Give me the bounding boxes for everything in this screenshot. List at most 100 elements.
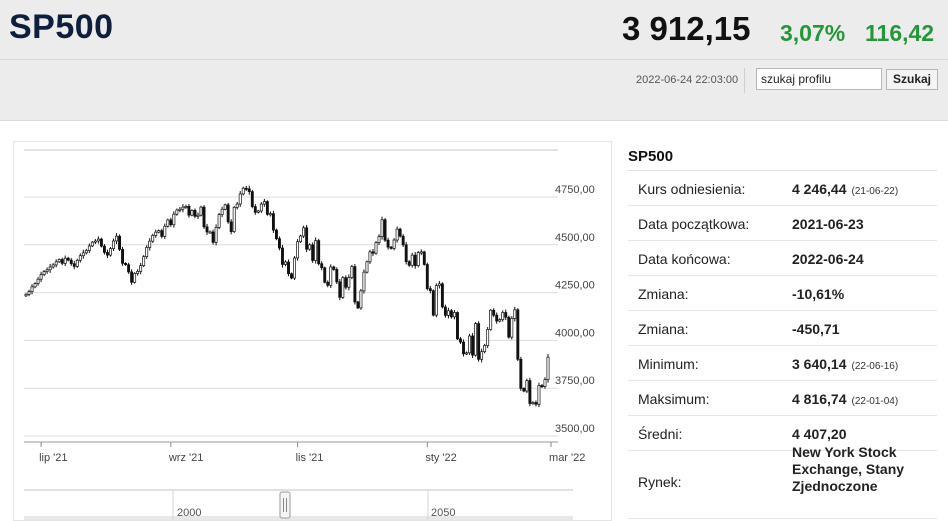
- navigator-track: [24, 516, 573, 520]
- candle-down: [534, 402, 538, 405]
- candle-down: [471, 335, 475, 356]
- candle-up: [93, 240, 97, 243]
- y-tick-label: 4250,00: [555, 280, 595, 292]
- candle-up: [256, 210, 260, 213]
- candle-up: [51, 264, 55, 268]
- candle-up: [293, 257, 296, 279]
- info-row-value: 3 640,14 (22-06-16): [792, 356, 899, 372]
- info-row-value: New York Stock Exchange, Stany Zjednoczo…: [792, 444, 905, 494]
- candle-down: [425, 264, 429, 289]
- candle-down: [118, 235, 121, 250]
- candle-down: [386, 239, 390, 248]
- candle-up: [341, 277, 345, 298]
- price-chart[interactable]: 4750,00 4500,00 4250,00 4000,00 3750,00 3500,…: [13, 141, 612, 521]
- candle-down: [326, 281, 330, 286]
- candle-up: [365, 261, 369, 273]
- candle-down: [456, 312, 459, 340]
- candle-up: [501, 312, 505, 320]
- candle-down: [287, 261, 290, 275]
- candle-up: [87, 245, 91, 251]
- candle-up: [142, 256, 146, 266]
- info-row: Rynek: New York Stock Exchange, Stany Zje…: [628, 444, 937, 519]
- candle-up: [45, 269, 49, 272]
- candle-up: [181, 206, 185, 210]
- candle-up: [395, 228, 399, 241]
- info-row-label: Zmiana:: [638, 286, 689, 302]
- candle-down: [492, 309, 496, 316]
- candle-up: [350, 266, 354, 278]
- candle-up: [232, 206, 236, 232]
- candle-up: [525, 380, 529, 392]
- candle-down: [66, 257, 70, 261]
- candle-down: [253, 206, 257, 213]
- candle-down: [320, 263, 324, 269]
- candle-down: [335, 269, 339, 283]
- candle-down: [519, 358, 523, 389]
- candle-down: [69, 259, 73, 265]
- candle-up: [262, 201, 266, 205]
- candle-up: [81, 252, 85, 257]
- candle-down: [106, 252, 109, 256]
- info-row: Maksimum: 4 816,74 (22-01-04): [628, 381, 937, 416]
- candle-up: [486, 329, 490, 346]
- candle-up: [178, 208, 182, 211]
- candle-down: [528, 380, 532, 404]
- candle-up: [223, 204, 227, 210]
- info-row-label: Data końcowa:: [638, 251, 731, 267]
- candlestick-chart-svg[interactable]: 4750,00 4500,00 4250,00 4000,00 3750,00 3500,…: [14, 142, 611, 520]
- candle-up: [308, 244, 312, 250]
- candle-down: [353, 266, 357, 303]
- candle-down: [290, 273, 293, 279]
- candle-up: [483, 345, 487, 353]
- candle-up: [42, 271, 46, 275]
- x-tick-label: mar '22: [549, 452, 585, 464]
- profile-search-input[interactable]: [756, 68, 882, 90]
- candle-up: [531, 402, 535, 405]
- y-tick-label: 4000,00: [555, 327, 595, 339]
- info-row-value: 2021-06-23: [792, 216, 864, 232]
- candle-up: [112, 240, 115, 249]
- search-button[interactable]: Szukaj: [886, 69, 938, 90]
- candle-down: [72, 263, 76, 267]
- candle-down: [332, 266, 336, 270]
- candle-up: [416, 252, 420, 266]
- candle-down: [127, 264, 131, 273]
- candle-up: [145, 247, 149, 258]
- candle-down: [250, 191, 254, 207]
- y-tick-label: 3750,00: [555, 375, 595, 387]
- candle-up: [377, 236, 381, 244]
- candle-down: [211, 231, 215, 243]
- candle-up: [214, 227, 218, 243]
- candle-up: [543, 379, 547, 387]
- info-row-date: (21-06-22): [851, 186, 899, 197]
- candle-up: [172, 213, 176, 226]
- candle-up: [217, 214, 221, 228]
- candle-up: [24, 293, 28, 297]
- candle-up: [268, 213, 272, 216]
- info-title: SP500: [628, 148, 674, 165]
- candle-down: [495, 314, 499, 322]
- candle-down: [265, 201, 269, 215]
- candle-up: [380, 219, 384, 237]
- candle-up: [190, 210, 194, 216]
- candle-down: [404, 244, 408, 262]
- navigator-handle[interactable]: [279, 491, 291, 519]
- x-tick-label: sty '22: [425, 452, 456, 464]
- candle-up: [175, 209, 179, 215]
- candle-up: [419, 251, 423, 254]
- candle-up: [347, 277, 351, 288]
- info-row: Zmiana: -450,71: [628, 311, 937, 346]
- candle-down: [205, 226, 209, 233]
- candle-up: [63, 257, 67, 264]
- change-percent: 3,07%: [780, 20, 846, 46]
- candle-up: [314, 240, 318, 261]
- candle-down: [401, 235, 405, 246]
- candle-down: [440, 283, 444, 308]
- candle-down: [202, 206, 206, 228]
- navigator-label: 2050: [431, 507, 455, 519]
- candle-up: [546, 356, 550, 380]
- info-row-date: (22-01-04): [851, 396, 899, 407]
- y-tick-label: 4500,00: [555, 232, 595, 244]
- candle-down: [103, 245, 106, 253]
- candle-down: [244, 187, 248, 190]
